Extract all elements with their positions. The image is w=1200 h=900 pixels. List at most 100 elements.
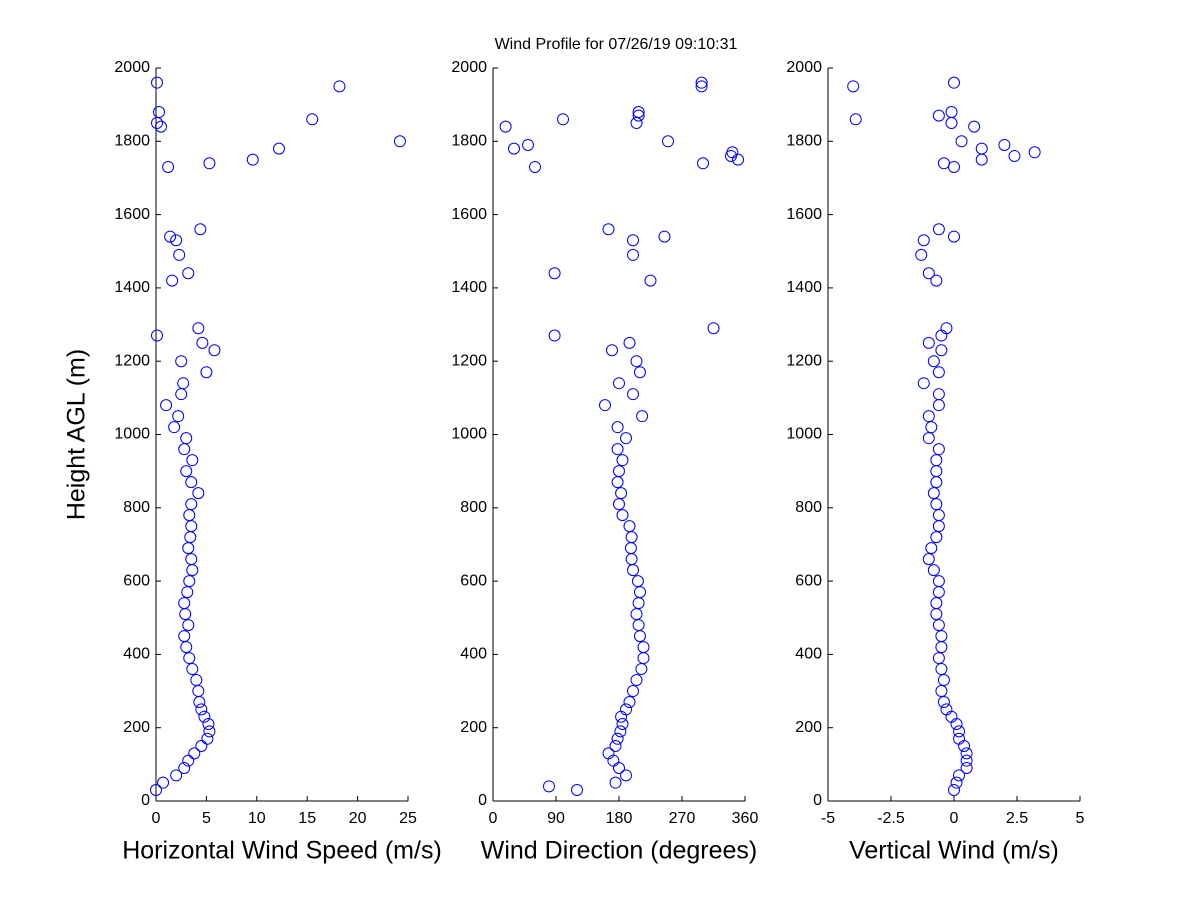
point — [935, 344, 948, 357]
point — [932, 575, 945, 588]
point — [662, 135, 674, 148]
point — [170, 769, 183, 782]
point — [932, 443, 945, 456]
x-tick-label: 15 — [298, 810, 316, 827]
point — [186, 564, 199, 577]
x-tick-label: 90 — [547, 810, 565, 827]
y-tick-label: 2000 — [451, 59, 487, 76]
point — [697, 157, 709, 170]
x-tick-label: 5 — [1076, 810, 1085, 827]
y-tick-label: 1200 — [114, 352, 150, 369]
y-tick-label: 1000 — [114, 426, 150, 443]
point — [613, 377, 625, 390]
y-tick-label: 0 — [813, 792, 822, 809]
y-tick-label: 0 — [141, 792, 150, 809]
point — [998, 138, 1011, 151]
point — [606, 344, 618, 357]
point — [170, 234, 183, 247]
x-tick-label: -5 — [821, 810, 835, 827]
x-tick-label: 20 — [349, 810, 367, 827]
point — [948, 784, 960, 797]
point — [185, 553, 198, 566]
point — [930, 498, 943, 511]
point — [634, 586, 646, 599]
point — [599, 399, 611, 412]
point — [948, 160, 960, 173]
y-tick-label: 800 — [460, 499, 487, 516]
point — [625, 531, 638, 544]
point — [157, 776, 170, 789]
point — [198, 710, 211, 723]
point — [183, 652, 196, 665]
y-tick-label: 1000 — [786, 426, 822, 443]
point — [623, 520, 636, 533]
point — [557, 113, 569, 126]
y-tick-label: 800 — [123, 499, 150, 516]
point — [162, 160, 175, 173]
point — [178, 762, 191, 775]
point — [616, 454, 629, 467]
x-tick-label: 180 — [606, 810, 633, 827]
point — [393, 135, 406, 148]
point — [615, 710, 628, 723]
point — [960, 754, 973, 767]
point — [508, 142, 520, 155]
point — [192, 322, 205, 335]
point — [246, 153, 259, 166]
point — [602, 223, 615, 236]
point — [644, 274, 657, 287]
point — [937, 157, 950, 170]
point — [196, 336, 209, 349]
point — [953, 769, 966, 782]
point — [627, 248, 639, 261]
point — [849, 113, 862, 126]
point — [166, 274, 179, 287]
y-tick-label: 2000 — [786, 59, 822, 76]
point — [183, 509, 196, 522]
point — [620, 769, 632, 782]
point — [960, 762, 973, 775]
point — [180, 641, 193, 654]
point — [917, 234, 930, 247]
point — [945, 710, 958, 723]
point — [620, 703, 632, 716]
point — [333, 80, 346, 93]
point — [185, 520, 198, 533]
point — [632, 105, 645, 118]
point — [202, 718, 215, 731]
point — [932, 388, 945, 401]
point — [180, 465, 193, 478]
x-tick-label: 0 — [489, 810, 498, 827]
point — [922, 336, 935, 349]
point — [927, 355, 940, 368]
point — [932, 223, 945, 236]
point — [200, 366, 213, 379]
point — [609, 776, 622, 789]
point — [930, 454, 943, 467]
y-tick-label: 600 — [795, 572, 822, 589]
point — [186, 454, 199, 467]
y-tick-label: 2000 — [114, 59, 150, 76]
point — [922, 553, 935, 566]
point — [203, 157, 216, 170]
y-tick-label: 1800 — [451, 133, 487, 150]
point — [937, 674, 950, 687]
point — [658, 230, 671, 243]
point — [499, 120, 512, 133]
point — [195, 703, 208, 716]
point — [625, 553, 638, 566]
point — [607, 754, 620, 767]
point — [548, 329, 561, 342]
point — [185, 498, 198, 511]
y-tick-label: 200 — [123, 719, 150, 736]
point — [925, 421, 938, 434]
point — [616, 718, 629, 731]
point — [925, 542, 938, 555]
x-axis-label: Horizontal Wind Speed (m/s) — [122, 837, 442, 865]
point — [613, 498, 625, 511]
point — [950, 718, 963, 731]
y-tick-label: 1200 — [786, 352, 822, 369]
y-tick-label: 1400 — [114, 279, 150, 296]
x-tick-label: 5 — [202, 810, 211, 827]
